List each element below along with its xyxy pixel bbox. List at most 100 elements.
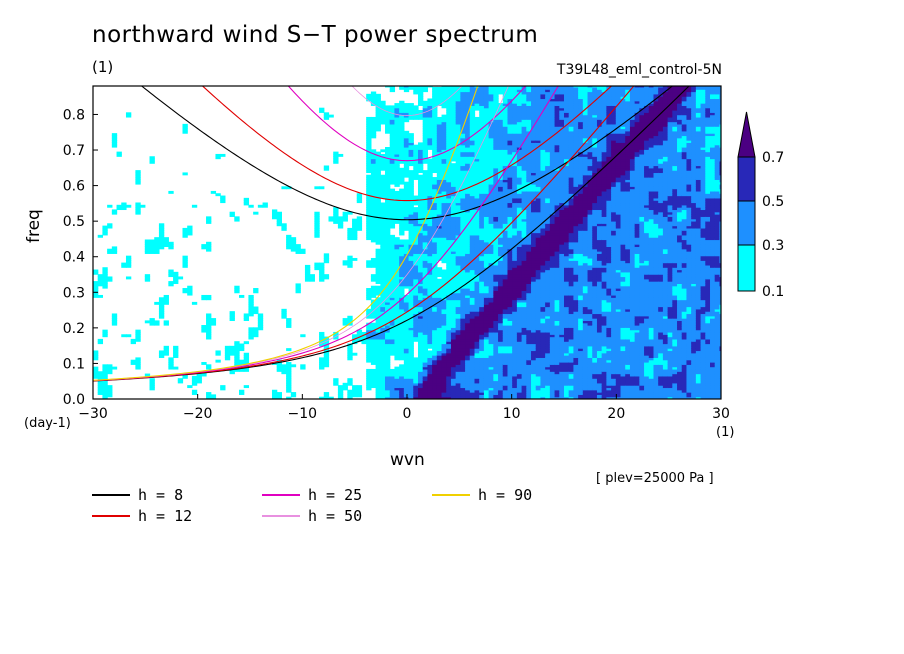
contour-cell bbox=[450, 195, 457, 199]
contour-cell bbox=[385, 209, 391, 213]
contour-cell bbox=[427, 251, 433, 254]
contour-cell bbox=[432, 292, 438, 296]
contour-cell bbox=[474, 336, 480, 340]
contour-cell bbox=[469, 255, 476, 259]
contour-cell bbox=[427, 357, 433, 361]
contour-cell bbox=[403, 329, 410, 333]
contour-cell bbox=[385, 306, 391, 310]
contour-cell bbox=[474, 368, 480, 372]
contour-cell bbox=[436, 385, 443, 389]
contour-cell bbox=[385, 299, 391, 303]
contour-cell bbox=[408, 207, 414, 211]
contour-cell bbox=[483, 278, 490, 282]
contour-cell bbox=[512, 368, 518, 372]
contour-cell bbox=[304, 274, 311, 278]
contour-cell bbox=[347, 211, 353, 215]
contour-cell bbox=[206, 241, 212, 245]
contour-cell bbox=[403, 225, 410, 229]
contour-cell bbox=[488, 225, 494, 229]
contour-cell bbox=[512, 299, 518, 303]
contour-cell bbox=[479, 304, 485, 308]
contour-cell bbox=[234, 368, 240, 372]
contour-cell bbox=[93, 281, 99, 284]
contour-cell bbox=[399, 385, 405, 389]
contour-cell bbox=[521, 345, 527, 349]
contour-cell bbox=[493, 170, 499, 174]
contour-cell bbox=[521, 366, 527, 370]
contour-cell bbox=[375, 107, 381, 111]
contour-cell bbox=[450, 253, 457, 257]
contour-cell bbox=[465, 183, 471, 187]
contour-cell bbox=[102, 267, 108, 271]
contour-cell bbox=[507, 163, 513, 167]
contour-cell bbox=[450, 181, 457, 185]
contour-cell bbox=[512, 396, 518, 399]
contour-cell bbox=[455, 177, 461, 180]
contour-cell bbox=[450, 167, 457, 171]
contour-cell bbox=[465, 207, 471, 211]
contour-cell bbox=[446, 288, 452, 291]
contour-cell bbox=[135, 177, 141, 180]
contour-cell bbox=[394, 200, 400, 204]
contour-cell bbox=[455, 389, 461, 393]
contour-cell bbox=[436, 255, 443, 259]
contour-cell bbox=[309, 274, 315, 278]
contour-cell bbox=[465, 218, 471, 222]
contour-cell bbox=[507, 86, 513, 88]
contour-cell bbox=[427, 202, 433, 206]
contour-cell bbox=[177, 380, 184, 384]
contour-cell bbox=[483, 107, 490, 111]
contour-cell bbox=[498, 172, 504, 176]
contour-cell bbox=[493, 327, 499, 331]
contour-cell bbox=[135, 359, 141, 363]
contour-cell bbox=[403, 382, 410, 386]
contour-cell bbox=[479, 100, 485, 104]
contour-cell bbox=[512, 308, 518, 312]
contour-cell bbox=[488, 308, 494, 312]
contour-cell bbox=[516, 267, 523, 271]
contour-cell bbox=[422, 320, 429, 324]
contour-cell bbox=[483, 244, 490, 248]
contour-cell bbox=[422, 382, 429, 386]
contour-cell bbox=[483, 264, 490, 268]
contour-cell bbox=[474, 325, 480, 328]
contour-cell bbox=[436, 338, 443, 342]
contour-cell bbox=[516, 200, 523, 204]
contour-cell bbox=[389, 119, 396, 123]
contour-cell bbox=[493, 306, 499, 310]
contour-cell bbox=[403, 325, 410, 328]
contour-cell bbox=[502, 373, 509, 377]
contour-cell bbox=[413, 371, 419, 375]
contour-cell bbox=[483, 331, 490, 335]
contour-cell bbox=[173, 348, 179, 352]
contour-cell bbox=[422, 244, 429, 248]
contour-cell bbox=[403, 278, 410, 282]
contour-cell bbox=[319, 334, 325, 338]
contour-cell bbox=[455, 227, 461, 231]
contour-cell bbox=[389, 285, 396, 289]
contour-cell bbox=[469, 308, 476, 312]
contour-cell bbox=[422, 183, 429, 187]
contour-cell bbox=[507, 183, 513, 187]
contour-cell bbox=[432, 274, 438, 278]
contour-cell bbox=[512, 350, 518, 354]
contour-cell bbox=[253, 308, 259, 312]
contour-cell bbox=[502, 188, 509, 192]
contour-cell bbox=[455, 126, 461, 130]
contour-cell bbox=[370, 378, 377, 382]
contour-cell bbox=[333, 211, 339, 215]
contour-cell bbox=[483, 251, 490, 254]
contour-cell bbox=[507, 299, 513, 303]
contour-cell bbox=[469, 285, 476, 289]
contour-cell bbox=[399, 366, 405, 370]
contour-cell bbox=[512, 93, 518, 97]
contour-cell bbox=[488, 158, 494, 162]
contour-cell bbox=[432, 133, 438, 137]
contour-cell bbox=[512, 382, 518, 386]
contour-cell bbox=[521, 322, 527, 326]
contour-cell bbox=[375, 348, 381, 352]
contour-cell bbox=[488, 364, 494, 368]
contour-cell bbox=[413, 86, 419, 90]
contour-cell bbox=[502, 345, 509, 349]
contour-cell bbox=[498, 380, 504, 384]
